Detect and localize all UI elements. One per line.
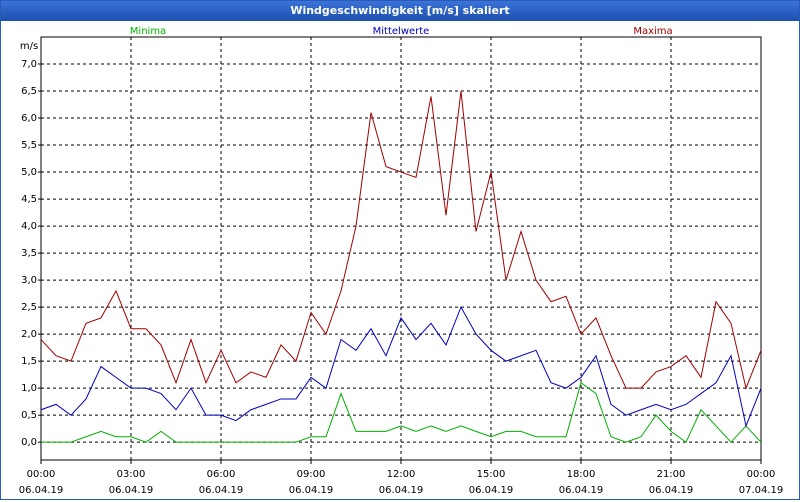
x-tick-date: 06.04.19 (379, 485, 424, 496)
x-tick-label: 18:00 (567, 469, 596, 480)
data-line (41, 381, 762, 443)
y-tick-label: 6,5 (21, 86, 37, 97)
y-tick-label: 3,0 (21, 275, 37, 286)
x-tick-label: 15:00 (477, 469, 506, 480)
y-tick-label: 5,5 (21, 140, 37, 151)
x-tick-label: 03:00 (117, 469, 146, 480)
y-tick-label: 2,0 (21, 329, 37, 340)
x-tick-label: 12:00 (387, 469, 416, 480)
data-line (40, 305, 762, 428)
x-tick-date: 06.04.19 (109, 485, 154, 496)
x-tick-label: 00:00 (747, 469, 776, 480)
window-title: Windgeschwindigkeit [m/s] skaliert (1, 1, 799, 21)
x-tick-label: 00:00 (27, 469, 56, 480)
y-tick-label: 6,0 (21, 113, 37, 124)
y-tick-label: 0,0 (21, 437, 37, 448)
plot-frame (40, 36, 762, 461)
y-axis-label: m/s (20, 41, 38, 52)
x-tick-label: 09:00 (297, 469, 326, 480)
x-tick-date: 06.04.19 (649, 485, 694, 496)
y-tick-label: 5,0 (21, 167, 37, 178)
x-tick-date: 06.04.19 (469, 485, 514, 496)
y-tick-label: 4,5 (21, 194, 37, 205)
x-tick-date: 06.04.19 (289, 485, 334, 496)
legend-label: Mittelwerte (373, 26, 430, 37)
x-tick-date: 06.04.19 (19, 485, 64, 496)
x-tick-label: 21:00 (657, 469, 686, 480)
legend-label: Minima (130, 26, 166, 37)
y-tick-label: 2,5 (21, 302, 37, 313)
x-tick-date: 06.04.19 (559, 485, 604, 496)
y-tick-label: 7,0 (21, 59, 37, 70)
x-tick-date: 06.04.19 (199, 485, 244, 496)
y-tick-label: 4,0 (21, 221, 37, 232)
y-tick-label: 0,5 (21, 410, 37, 421)
y-tick-label: 1,0 (21, 383, 37, 394)
x-tick-label: 06:00 (207, 469, 236, 480)
data-line (40, 90, 762, 390)
y-tick-label: 3,5 (21, 248, 37, 259)
legend-label: Maxima (633, 26, 672, 37)
x-tick-date: 07.04.19 (739, 485, 784, 496)
chart: m/s Minima Mittelwerte Maxima 0,0 0,5 1,0 1,5 2,… (19, 26, 784, 496)
y-tick-label: 1,5 (21, 356, 37, 367)
